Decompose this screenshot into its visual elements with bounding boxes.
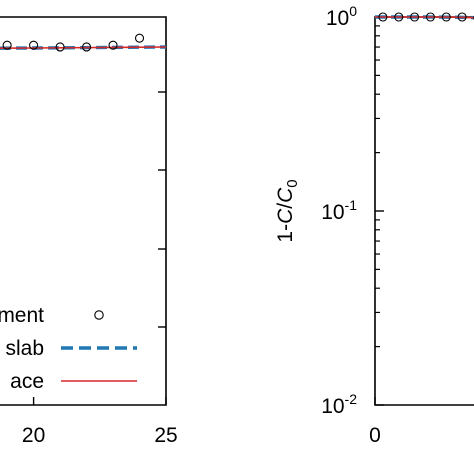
left-legend-marker-experiment: [94, 310, 104, 320]
right-chart-panel: 100 10-1 10-2 0 1-C/C0: [274, 3, 474, 447]
left-x-tick-label: 25: [154, 424, 177, 447]
left-legend-label: ment: [0, 304, 44, 327]
left-plot-frame: [0, 16, 167, 406]
right-x-tick-labels: 0: [369, 424, 381, 447]
left-experiment-point: [134, 33, 145, 43]
right-chart-marks: [375, 12, 474, 22]
left-x-tick-labels: 20 25: [22, 424, 178, 447]
left-experiment-point: [108, 40, 118, 50]
right-experiment-point: [394, 12, 404, 22]
right-experiment-point: [410, 12, 420, 22]
right-y-axis-label-text: 1-C/C0: [274, 179, 301, 242]
right-axis-ticks: [374, 16, 384, 406]
right-experiment-point: [441, 12, 451, 22]
left-legend-label: slab: [5, 337, 44, 360]
left-legend-label: ace: [10, 370, 44, 393]
right-series-surface-line: [375, 16, 474, 19]
right-y-tick-label: 10-1: [321, 197, 357, 224]
left-chart-marks: [0, 33, 167, 52]
right-y-axis-label: 1-C/C0: [274, 179, 301, 242]
left-legend: ment slab ace: [0, 304, 137, 393]
left-x-tick-label: 20: [22, 424, 45, 447]
right-experiment-point: [425, 12, 435, 22]
left-experiment-point: [2, 40, 12, 50]
left-experiment-point: [82, 42, 92, 52]
left-experiment-point: [55, 42, 65, 52]
right-y-tick-labels: 100 10-1 10-2: [321, 3, 357, 418]
right-experiment-point: [378, 12, 388, 22]
right-experiment-point: [457, 12, 467, 22]
left-experiment-point: [29, 40, 39, 50]
left-axis-ticks: [32, 91, 167, 405]
right-plot-frame: [374, 16, 474, 406]
right-y-tick-label: 100: [326, 3, 357, 30]
right-y-tick-label: 10-2: [321, 391, 357, 418]
right-x-tick-label: 0: [369, 424, 381, 447]
